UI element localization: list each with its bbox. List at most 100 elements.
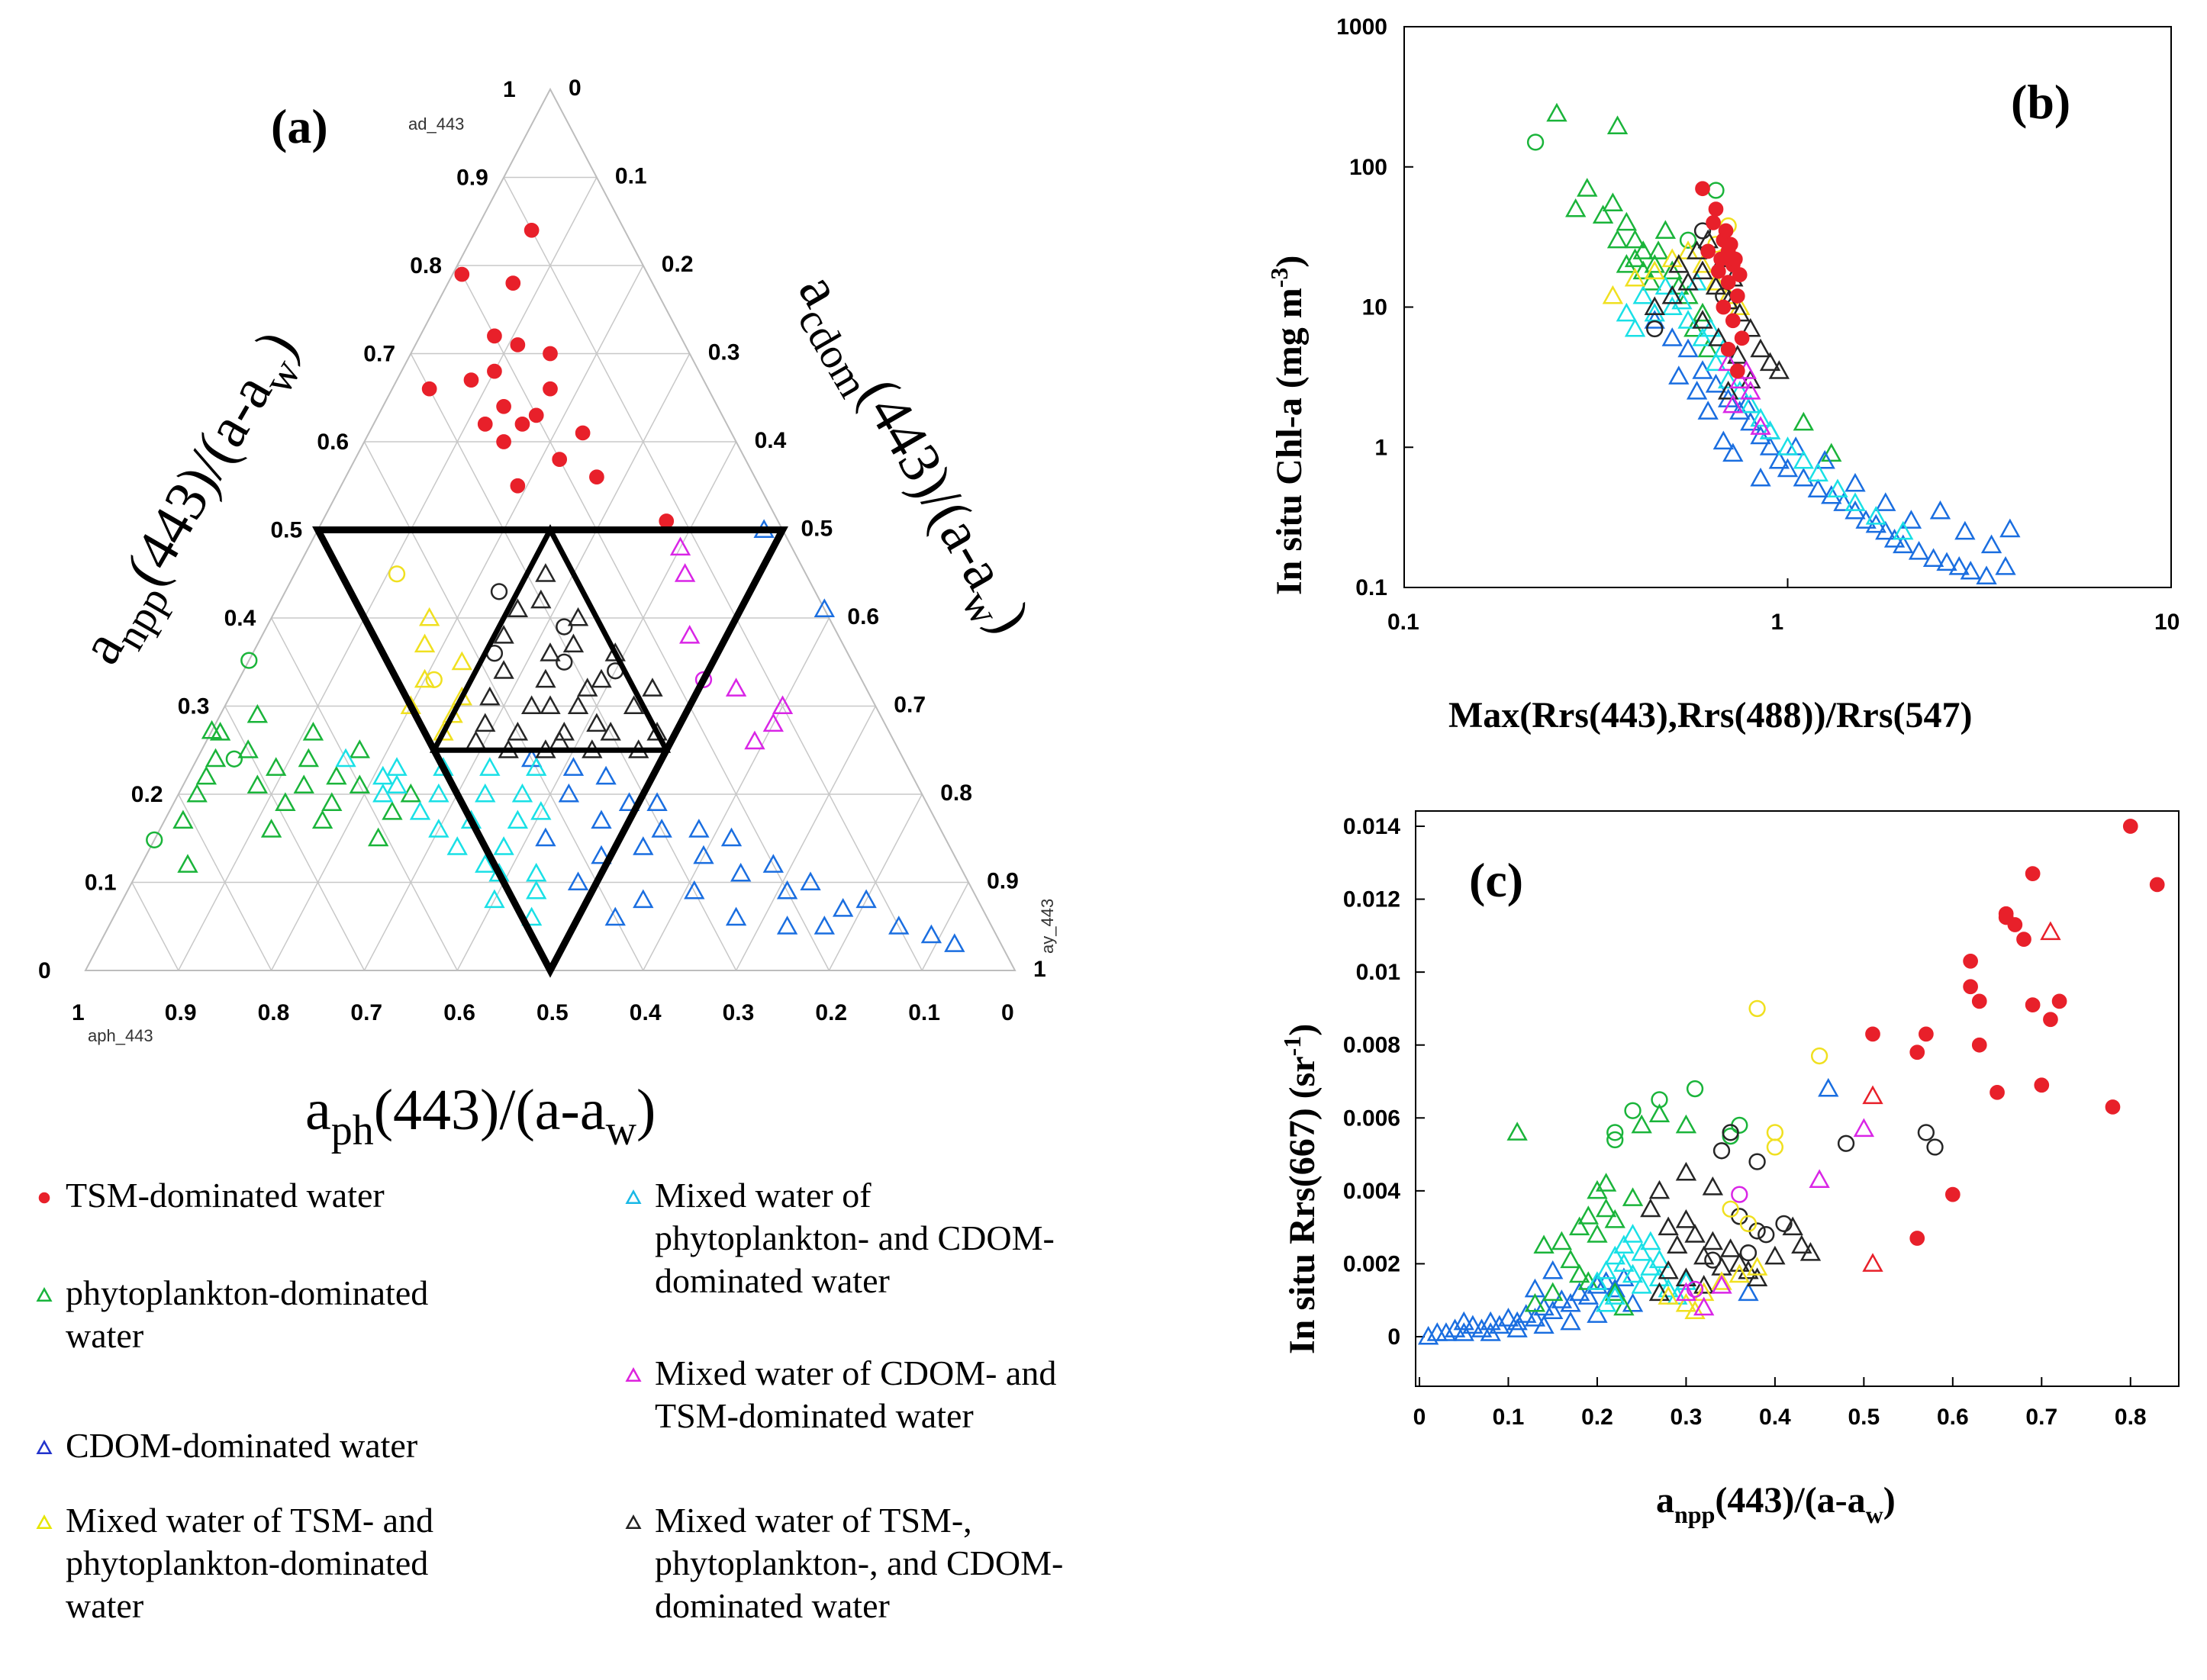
panel-b-point [1686, 272, 1708, 291]
panel-c-point [1971, 993, 1987, 1009]
panel-b-point [1729, 381, 1751, 400]
panel-b-point [1720, 275, 1736, 290]
panel-c-point [1568, 1263, 1590, 1283]
legend-label: phytoplankton-, and CDOM- [655, 1543, 1063, 1582]
ternary-point [688, 819, 710, 838]
panel-b-point [1602, 285, 1624, 304]
panel-b-point [1632, 240, 1654, 259]
ternary-point [433, 722, 454, 741]
panel-b-point [1671, 290, 1693, 310]
panel-c-point [2051, 993, 2067, 1009]
panel-b-point [1750, 467, 1771, 487]
panel-c-point [1568, 1282, 1590, 1302]
panel-c-point [1799, 1241, 1822, 1261]
ternary-point [293, 774, 314, 793]
chl-scatter-plot: 0.1 1 10 0.1 1 10 100 1000 (b) In situ Chl-a (m… [1265, 14, 2180, 735]
ternary-point [442, 703, 463, 723]
panel-b-point [1845, 472, 1866, 492]
ternary-point [275, 792, 296, 812]
grid-line [270, 617, 458, 971]
ternary-point [669, 536, 691, 556]
left-axis-label: anpp(443)/(a-aw) [68, 320, 320, 680]
rrs-scatter-plot: 0 0.1 0.2 0.3 0.4 0.5 0.6 0.7 0.8 0 0.002 0.004 0.00… [1278, 810, 2180, 1528]
panel-b-point [1661, 260, 1683, 280]
legend-label: dominated water [655, 1261, 890, 1300]
ternary-point [646, 722, 668, 741]
panel-c-point [2040, 921, 2061, 941]
left-tick-label: 0.4 [224, 606, 256, 631]
panel-c-point [1595, 1173, 1617, 1192]
x-tick-label: 1 [1771, 610, 1784, 635]
ternary-point [177, 854, 198, 873]
ternary-point [674, 563, 696, 582]
panel-c-point [1766, 1138, 1784, 1156]
ternary-point [693, 845, 714, 864]
ternary-point [567, 871, 589, 890]
ternary-point [172, 809, 194, 829]
ternary-point [730, 862, 752, 882]
panel-b-point [1729, 288, 1745, 304]
panel-b-point [1706, 215, 1721, 230]
ternary-point [575, 425, 591, 441]
y-tick-label: 0.004 [1343, 1179, 1400, 1204]
panel-b-point [1668, 275, 1690, 295]
ternary-point [186, 783, 208, 803]
ternary-point [591, 809, 612, 829]
panel-b-point [1750, 416, 1771, 435]
panel-b-point [1577, 178, 1598, 197]
ternary-point [475, 713, 496, 732]
panel-b-point [1648, 240, 1669, 259]
ternary-point [335, 748, 356, 768]
panel-c-point [1944, 1186, 1961, 1202]
panel-b-points [1526, 102, 2021, 584]
y-tick-label: 0.01 [1356, 960, 1400, 985]
ternary-point [454, 266, 470, 282]
panel-b-point [1875, 520, 1896, 540]
ternary-point [414, 633, 436, 653]
panel-b-point [1708, 327, 1729, 346]
ternary-point [567, 695, 589, 714]
ternary-point [530, 589, 552, 609]
panel-c-point [1748, 1153, 1766, 1170]
panel-b-point [1722, 394, 1744, 414]
ternary-point [567, 607, 589, 626]
ternary-point [556, 618, 573, 636]
panel-b-point [1695, 181, 1710, 197]
panel-c-point [1568, 1216, 1590, 1236]
ternary-ticks: 0010.10.10.90.20.20.80.30.30.70.40.40.60… [38, 76, 1046, 1025]
ternary-point [451, 686, 472, 706]
panel-b-point [1717, 381, 1739, 400]
legend-marker [36, 1514, 53, 1529]
corner-top-label: ad_443 [408, 114, 464, 134]
panel-b-point [1777, 436, 1799, 455]
ternary-point [659, 513, 675, 529]
ternary-point [446, 836, 468, 855]
legend-item: Mixed water of TSM- andphytoplankton-dom… [36, 1501, 433, 1625]
ternary-point [633, 836, 654, 855]
panel-c-point [1624, 1102, 1642, 1119]
legend-label: Mixed water of TSM-, [655, 1501, 972, 1540]
left-tick-label: 0.2 [131, 782, 163, 807]
legend-label: Mixed water of TSM- and [66, 1501, 433, 1540]
panel-b-point [1827, 478, 1848, 498]
panel-b-point [1661, 296, 1683, 315]
panel-c-point [1862, 1253, 1883, 1272]
ternary-point [386, 757, 408, 776]
ternary-point [414, 668, 436, 688]
panel-c-point [1595, 1292, 1617, 1312]
panel-b-point [1565, 198, 1587, 217]
panel-b-point [1693, 222, 1712, 240]
panel-b-point [1712, 430, 1735, 450]
panel-b-point [1734, 330, 1750, 346]
panel-c-point [1963, 979, 1978, 995]
panel-b-point [1922, 548, 1944, 567]
panel-b-point [1644, 296, 1665, 315]
panel-c-point [1613, 1253, 1635, 1272]
panel-b-point [1713, 251, 1729, 267]
panel-c-points [1417, 819, 2165, 1345]
ternary-point [479, 686, 501, 706]
panel-c-point [1551, 1231, 1573, 1250]
panel-c-point [1640, 1198, 1661, 1218]
panel-c-point [1587, 1304, 1608, 1323]
panel-b-point [1976, 565, 1997, 584]
